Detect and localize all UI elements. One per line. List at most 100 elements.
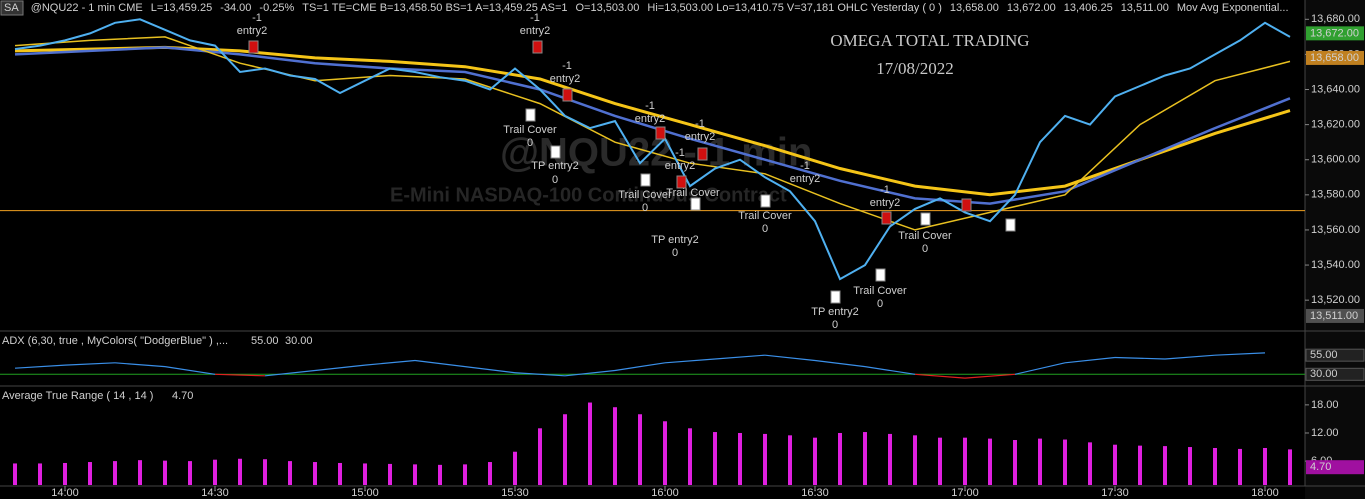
trade-annotation: entry2 (870, 197, 901, 209)
atr-bar (863, 432, 867, 485)
trade-annotation: entry2 (685, 131, 716, 143)
trade-annotation: 0 (672, 247, 678, 259)
trade-icon (655, 126, 666, 140)
trade-icon (920, 212, 931, 226)
atr-bar (363, 463, 367, 485)
adx-segment (914, 373, 966, 379)
adx-segment (14, 364, 66, 369)
atr-bar (88, 462, 92, 485)
atr-bar (1263, 447, 1267, 485)
atr-bar (313, 462, 317, 485)
atr-bar (113, 461, 117, 485)
y-tick-label: 13,600.00 (1311, 154, 1360, 166)
atr-bar (763, 433, 767, 485)
atr-bar (413, 464, 417, 485)
atr-readout: 4.70 (172, 390, 193, 402)
adx-axis-box (1305, 348, 1365, 362)
atr-bar (1063, 439, 1067, 485)
trade-annotation: -1 (800, 160, 810, 172)
trade-annotation: -1 (645, 100, 655, 112)
atr-marker (1306, 460, 1364, 475)
header-item: @NQU22 - 1 min CME (31, 2, 143, 14)
y-tick-label: 13,540.00 (1311, 259, 1360, 271)
price-axis-panel (1305, 0, 1365, 499)
y-tick-label: 13,640.00 (1311, 83, 1360, 95)
adx-segment (264, 369, 316, 377)
adx-segment (464, 366, 516, 374)
atr-bar (1013, 440, 1017, 485)
trade-annotation: 0 (642, 202, 648, 214)
x-tick-label: 15:30 (501, 487, 529, 499)
atr-bar (913, 435, 917, 485)
atr-bar (613, 407, 617, 485)
trade-icon (676, 175, 687, 189)
trade-annotation: Trail Cover (503, 124, 557, 136)
atr-bar (563, 414, 567, 485)
trade-annotation: entry2 (790, 173, 821, 185)
trade-annotation: -1 (252, 12, 262, 24)
atr-bar (963, 437, 967, 485)
atr-bar (263, 459, 267, 485)
adx-segment (1214, 352, 1266, 356)
adx-segment (414, 359, 466, 368)
atr-bar (1088, 442, 1092, 485)
trade-annotation: Trail Cover (618, 189, 672, 201)
adx-segment (664, 358, 716, 364)
trade-annotation: Trail Cover (898, 230, 952, 242)
header-item: 13,658.00 (950, 2, 999, 14)
trade-icon (697, 147, 708, 161)
header-item: O=13,503.00 (575, 2, 639, 14)
adx-segment (364, 359, 416, 366)
header-item: -0.25% (259, 2, 294, 14)
adx-tick-label: 30.00 (1310, 368, 1338, 380)
adx-segment (1114, 356, 1166, 360)
trade-icon (690, 197, 701, 211)
trade-icon (640, 173, 651, 187)
x-tick-label: 14:30 (201, 487, 229, 499)
adx-readout: 30.00 (285, 335, 313, 347)
adx-segment (814, 359, 866, 368)
atr-bar (738, 432, 742, 485)
adx-segment (114, 362, 166, 368)
price-marker (1306, 308, 1364, 323)
y-tick-label: 13,680.00 (1311, 13, 1360, 25)
atr-bar (38, 463, 42, 485)
atr-bar (788, 435, 792, 485)
price-marker (1306, 26, 1364, 41)
trade-annotation: entry2 (635, 113, 666, 125)
atr-bar (213, 459, 217, 485)
header-item: SA (4, 2, 19, 14)
atr-bar (138, 460, 142, 485)
y-tick-label: 13,580.00 (1311, 189, 1360, 201)
trade-annotation: 0 (922, 243, 928, 255)
trade-icon (550, 145, 561, 159)
trade-annotation: -1 (675, 147, 685, 159)
atr-tick-label: 18.00 (1311, 399, 1339, 411)
trade-icon (525, 108, 536, 122)
trade-annotation: 0 (877, 298, 883, 310)
atr-bar (888, 433, 892, 485)
trade-icon (961, 198, 972, 212)
atr-bar (638, 414, 642, 485)
atr-bar (338, 462, 342, 485)
adx-segment (214, 373, 266, 377)
y-tick-label: 13,520.00 (1311, 294, 1360, 306)
trade-annotation: TP entry2 (651, 234, 699, 246)
trade-annotation: entry2 (237, 25, 268, 37)
atr-bar (513, 451, 517, 485)
atr-bar (238, 458, 242, 485)
adx-label: ADX (6,30, true , MyColors( "DodgerBlue"… (2, 335, 228, 347)
atr-bar (1138, 445, 1142, 485)
trade-annotation: Trail Cover (738, 210, 792, 222)
x-tick-label: 16:00 (651, 487, 679, 499)
x-tick-label: 17:00 (951, 487, 979, 499)
atr-bar (988, 438, 992, 485)
atr-bar (838, 432, 842, 485)
adx-tick-label: 55.00 (1310, 349, 1338, 361)
trade-icon (875, 268, 886, 282)
x-tick-label: 14:00 (51, 487, 79, 499)
atr-bar (538, 428, 542, 485)
atr-bar (1238, 448, 1242, 485)
trade-icon (562, 88, 573, 102)
